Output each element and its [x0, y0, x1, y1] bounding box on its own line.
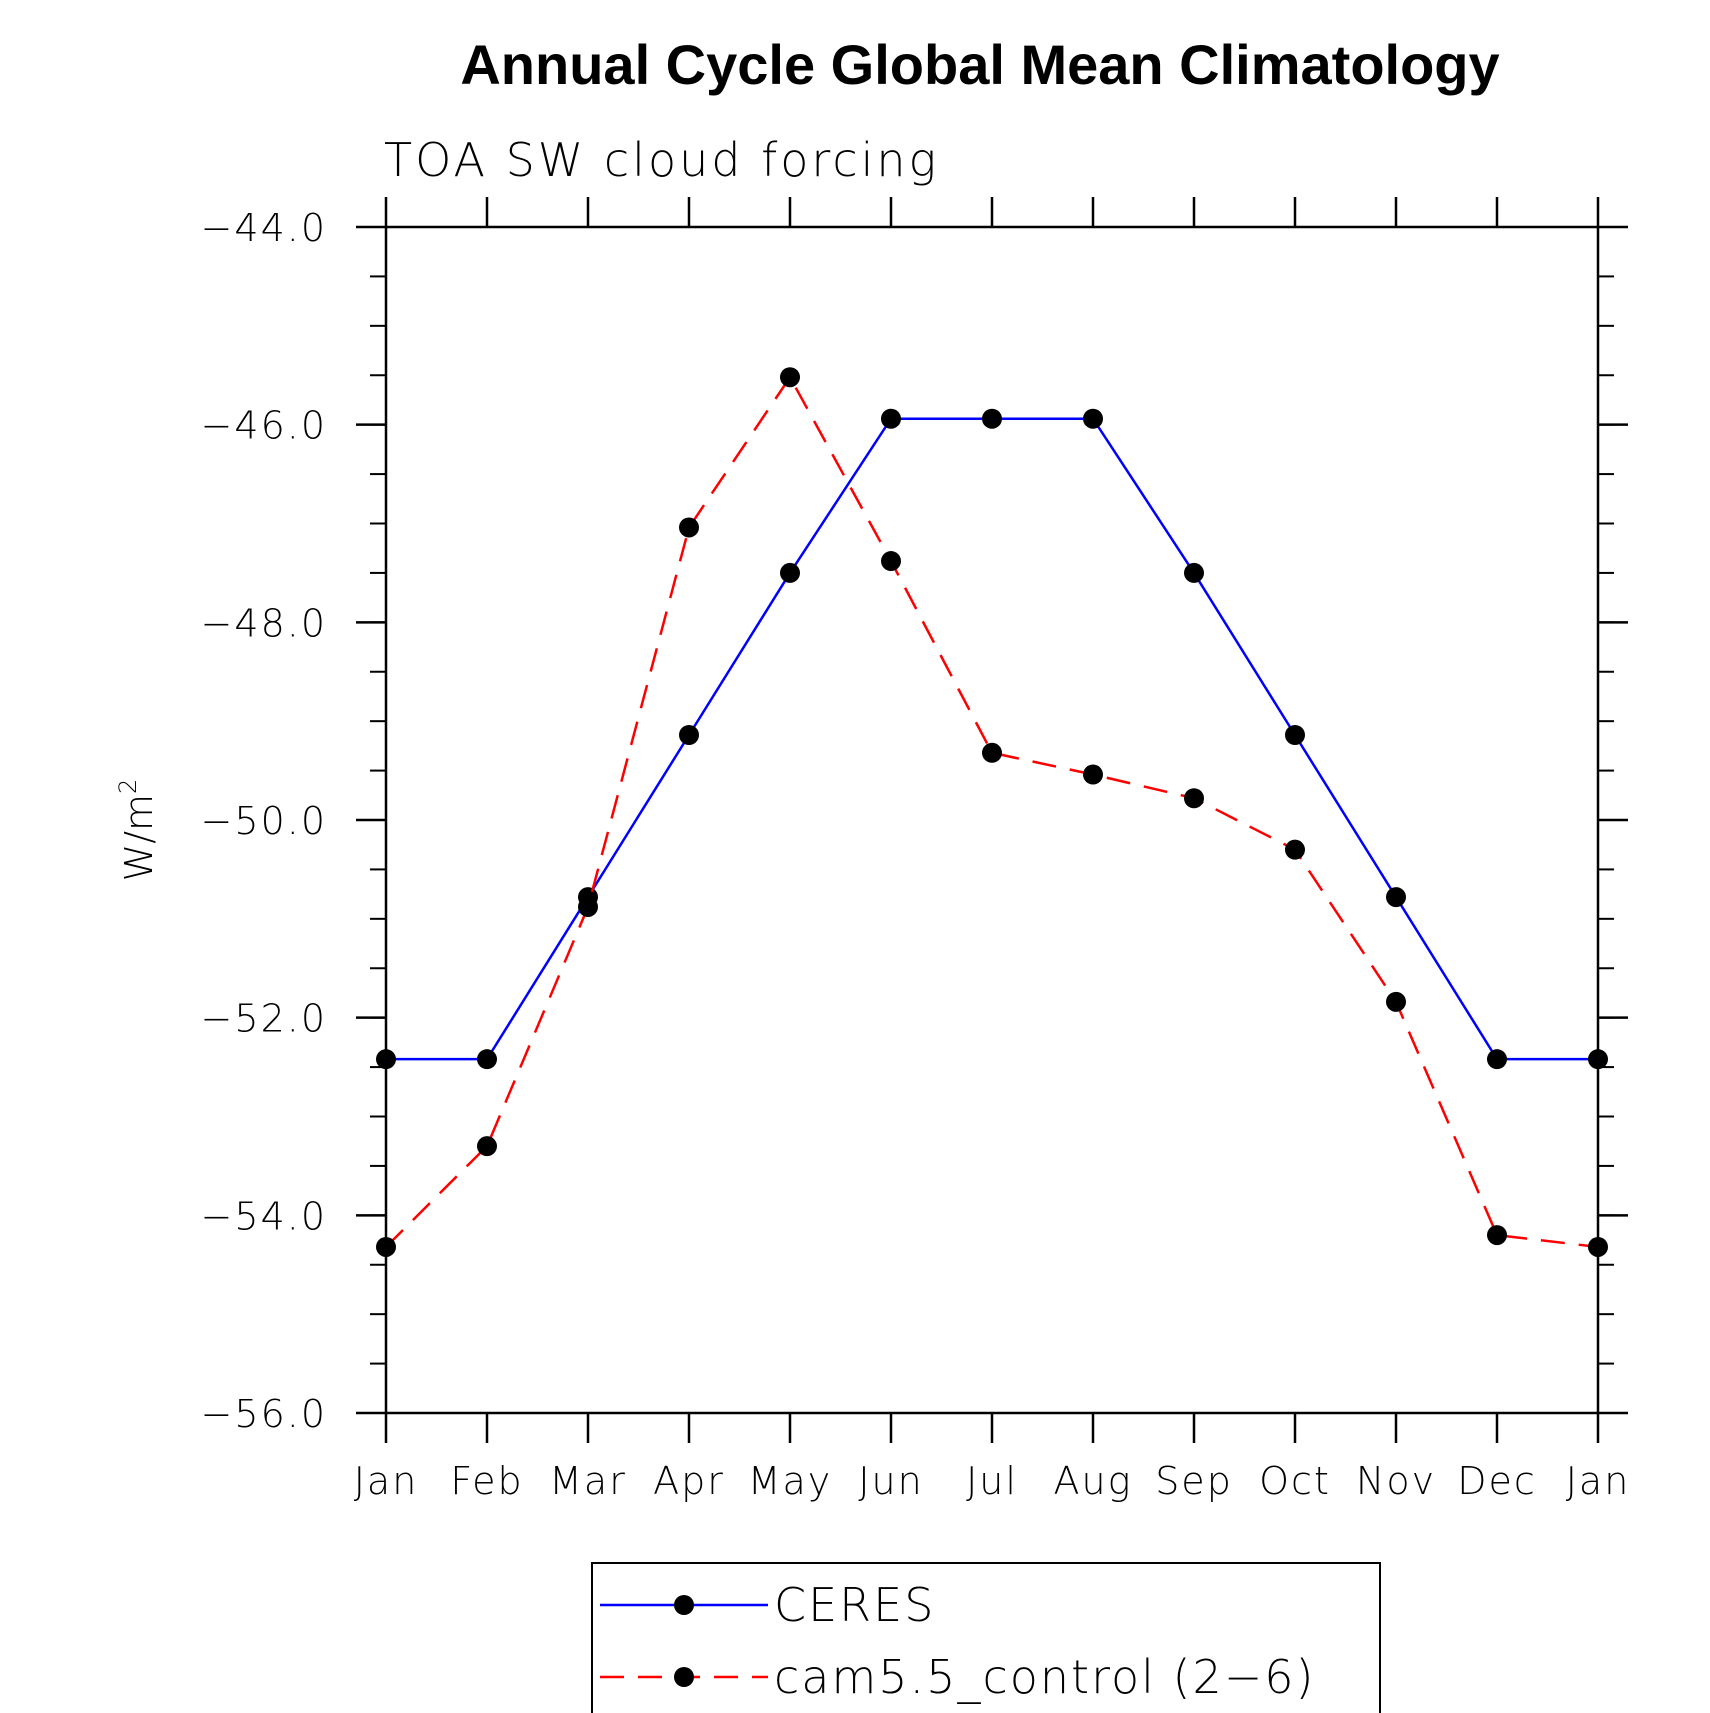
- series-1-point: [982, 408, 1002, 429]
- svg-text:W/m2: W/m2: [114, 779, 161, 882]
- y-tick-label: −52.0: [201, 997, 327, 1041]
- y-tick-label: −48.0: [201, 601, 327, 645]
- chart-title: Annual Cycle Global Mean Climatology: [460, 33, 1499, 96]
- chart-subtitle: TOA SW cloud forcing: [384, 133, 939, 187]
- series-2-point: [982, 742, 1002, 763]
- y-tick-label: −56.0: [201, 1392, 327, 1436]
- y-axis-label-text: W/m: [117, 794, 161, 881]
- series-layer: [376, 367, 1608, 1257]
- plot-frame: [384, 225, 1600, 1415]
- y-tick-label: −46.0: [201, 404, 327, 448]
- x-tick-label: Oct: [1259, 1459, 1331, 1503]
- legend-label-2: cam5.5_control (2−6): [774, 1650, 1316, 1704]
- axes: Jan Feb Mar Apr May Jun Jul Aug Sep Oct Nov Dec Jan−…: [201, 197, 1631, 1503]
- legend-marker-1: [674, 1595, 694, 1615]
- series-1-point: [1184, 562, 1204, 583]
- series-2-point: [1083, 764, 1103, 785]
- series-1-point: [1588, 1049, 1608, 1070]
- series-1-point: [477, 1049, 497, 1070]
- series-1-point: [679, 725, 699, 746]
- series-2-point: [679, 517, 699, 538]
- legend-box: [591, 1562, 1381, 1713]
- x-tick-label: Jan: [1566, 1459, 1631, 1503]
- legend-marker-2: [674, 1667, 694, 1687]
- legend-label-1: CERES: [774, 1578, 935, 1632]
- x-tick-label: Jun: [858, 1459, 923, 1503]
- x-tick-label: Mar: [549, 1459, 627, 1503]
- y-tick-label: −50.0: [201, 799, 327, 843]
- x-tick-label: Nov: [1356, 1459, 1436, 1503]
- x-tick-label: Jul: [966, 1459, 1018, 1503]
- y-tick-label: −44.0: [201, 206, 327, 250]
- x-tick-label: Feb: [450, 1459, 523, 1503]
- series-1-point: [376, 1049, 396, 1070]
- x-tick-label: Sep: [1155, 1459, 1233, 1503]
- x-tick-label: Aug: [1054, 1459, 1133, 1503]
- y-tick-label: −54.0: [201, 1194, 327, 1238]
- series-2-point: [477, 1136, 497, 1157]
- series-2-point: [1487, 1225, 1507, 1246]
- y-axis-label-superscript: 2: [114, 779, 142, 794]
- series-line-2: [385, 374, 1599, 1249]
- series-1-point: [881, 408, 901, 429]
- series-line-1: [386, 417, 1598, 1061]
- x-tick-label: Jan: [354, 1459, 419, 1503]
- x-tick-label: May: [748, 1459, 833, 1503]
- x-tick-label: Dec: [1457, 1459, 1537, 1503]
- series-1-point: [1285, 725, 1305, 746]
- series-2-point: [1285, 839, 1305, 860]
- series-1-point: [780, 562, 800, 583]
- series-2-point: [376, 1236, 396, 1257]
- series-1-point: [1083, 408, 1103, 429]
- series-1-point: [1487, 1049, 1507, 1070]
- x-tick-label: Apr: [653, 1459, 725, 1503]
- series-2-point: [578, 896, 598, 917]
- series-2-point: [881, 551, 901, 572]
- y-axis-label: W/m2: [114, 779, 161, 882]
- legend: CERES cam5.5_control (2−6): [591, 1562, 1381, 1713]
- series-1-point: [1386, 887, 1406, 908]
- series-2-point: [1588, 1236, 1608, 1257]
- series-2-point: [1184, 788, 1204, 809]
- series-2-point: [780, 367, 800, 388]
- series-2-point: [1386, 991, 1406, 1012]
